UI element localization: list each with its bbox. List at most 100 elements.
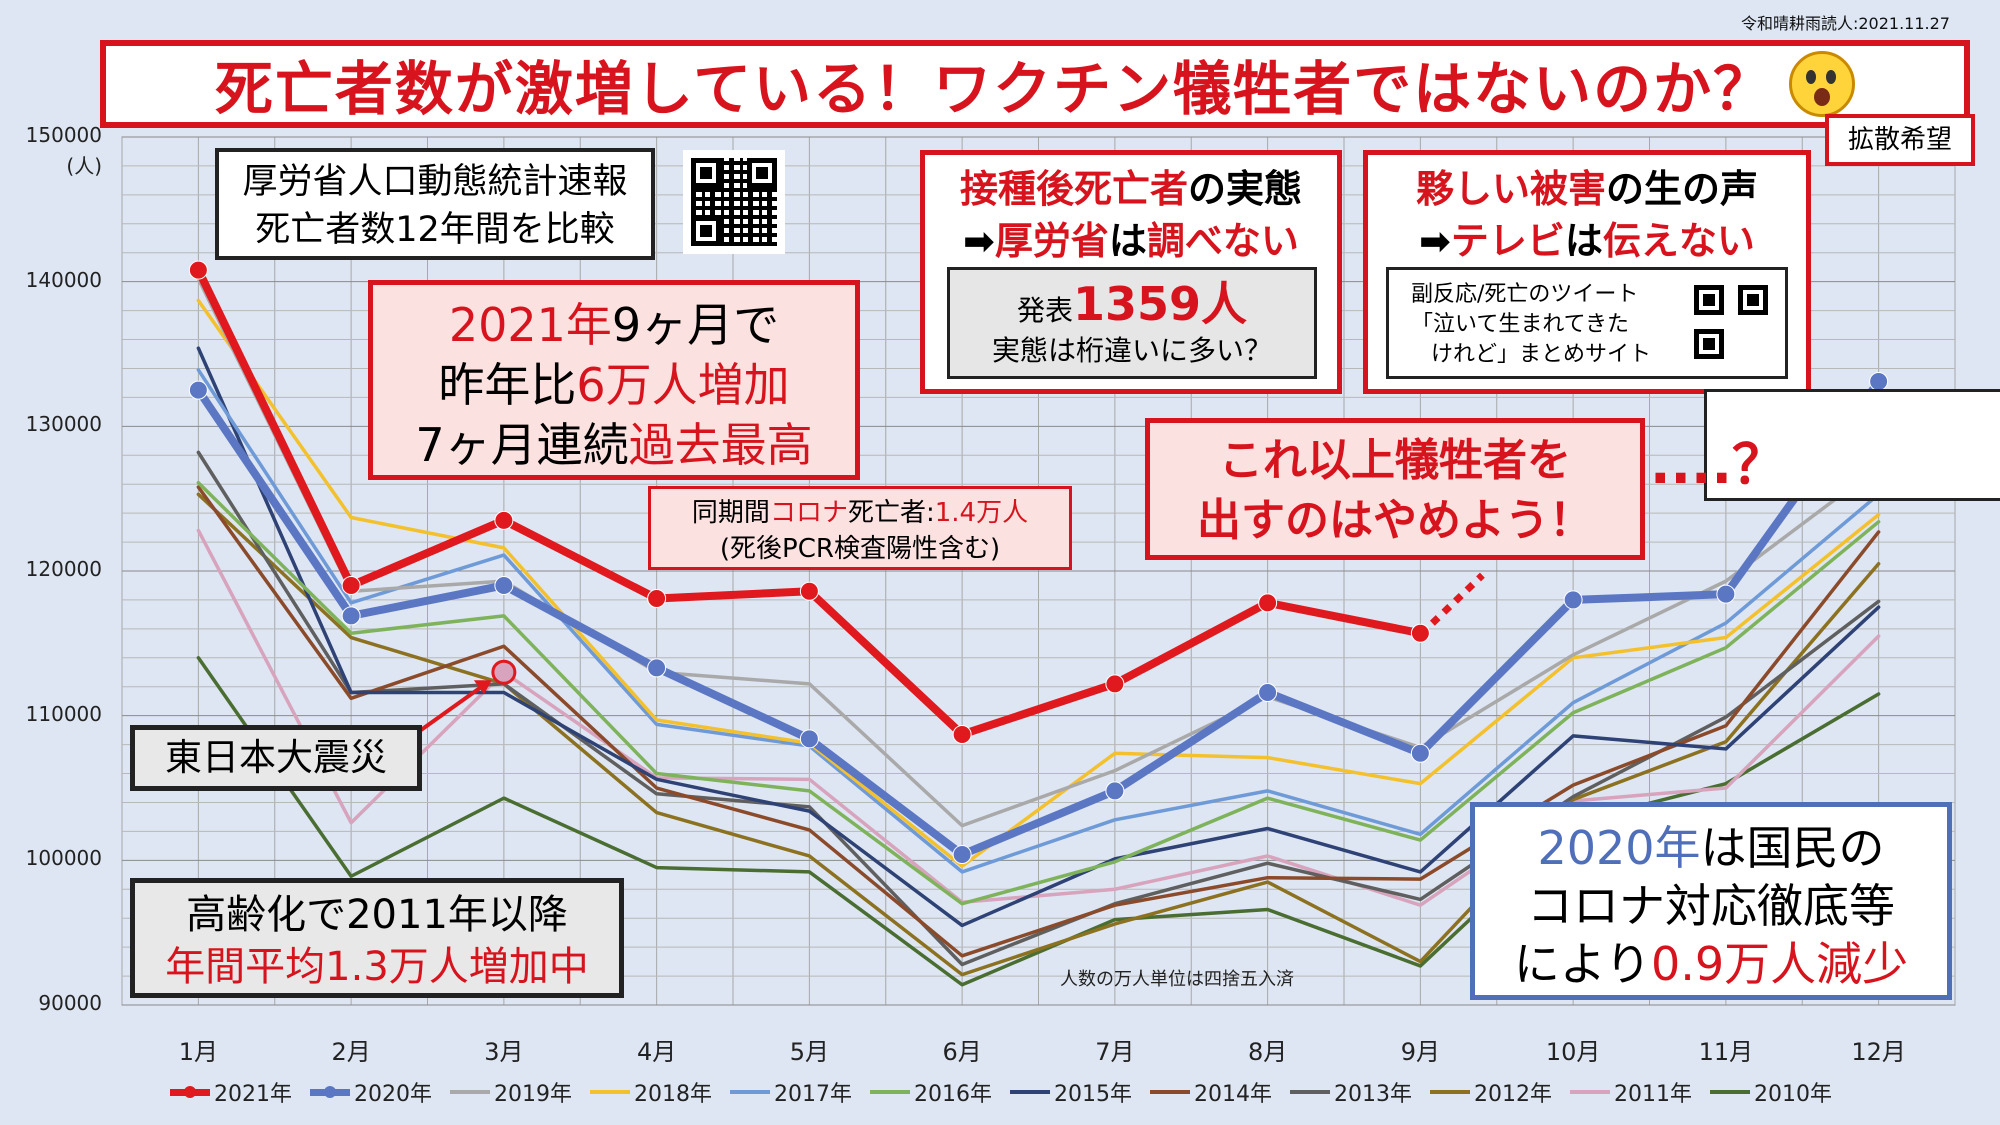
legend-swatch: [870, 1090, 910, 1094]
y2020-l3: により: [1513, 937, 1651, 991]
covid-mid: 死亡者:: [847, 498, 935, 528]
post-vaccine-box: 接種後死亡者の実態 ➡厚労省は調べない 発表1359人 実態は桁違いに多い？: [920, 150, 1342, 394]
arrow-right-icon: ➡: [1419, 219, 1451, 263]
box-2021-summary: 2021年9ヶ月で 昨年比6万人増加 7ヶ月連続過去最高: [368, 280, 860, 480]
post-inner-box: 発表1359人 実態は桁違いに多い？: [947, 267, 1317, 379]
harm-h1-red: 夥しい被害: [1415, 167, 1606, 211]
series-line-2014年: [196, 485, 1881, 958]
legend-item: 2011年: [1570, 1076, 1692, 1108]
post-inner-line2: 実態は桁違いに多い？: [991, 334, 1272, 367]
harm-inner-box: 副反応/死亡のツイート 「泣いて生まれてきた けれど」まとめサイト: [1386, 267, 1788, 379]
qr-code-icon[interactable]: [1686, 277, 2000, 501]
x-tick-label: 3月: [484, 1038, 524, 1066]
series-line-2017年: [196, 368, 1881, 874]
legend-swatch: [170, 1085, 210, 1098]
data-point: [1105, 781, 1125, 801]
series-line-2012年: [196, 492, 1881, 977]
legend-item: 2019年: [450, 1076, 572, 1108]
series-line-2020年: [194, 377, 1883, 859]
harm-h2-red1: テレビ: [1450, 219, 1565, 263]
post-inner-big: 1359人: [1072, 277, 1248, 331]
x-tick-label: 12月: [1851, 1038, 1906, 1066]
y2021-l3-red: 過去最高: [628, 418, 813, 472]
data-point: [341, 606, 361, 626]
legend-label: 2011年: [1614, 1082, 1692, 1107]
series-line-2018年: [196, 298, 1881, 868]
x-tick-label: 9月: [1400, 1038, 1441, 1066]
legend-swatch: [1430, 1090, 1470, 1094]
post-h1: の実態: [1188, 167, 1303, 211]
y2020-l1-blue: 2020年: [1537, 821, 1701, 875]
data-point: [341, 575, 361, 595]
y2021-l3: 7ヶ月連続: [415, 418, 629, 472]
harm-inner3: けれど」まとめサイト: [1431, 342, 1652, 367]
y-tick-label: 150000: [25, 123, 102, 147]
legend-label: 2012年: [1474, 1082, 1552, 1107]
covid-line2: (死後PCR検査陽性含む): [719, 534, 1001, 564]
data-point: [799, 729, 819, 749]
stop-box: これ以上犠牲者を 出すのはやめよう！: [1145, 418, 1645, 560]
earthquake-box: 東日本大震災: [130, 725, 422, 791]
harm-h2-red2: 伝えない: [1602, 219, 1755, 263]
y2021-l1-red: 2021年: [448, 298, 612, 352]
data-point: [188, 380, 208, 400]
x-tick-label: 7月: [1095, 1038, 1135, 1066]
legend-swatch: [1150, 1090, 1190, 1094]
harm-h1: の生の声: [1606, 167, 1759, 211]
x-tick-label: 2月: [331, 1038, 371, 1066]
title-text: 死亡者数が激増している！ワクチン犠牲者ではないのか？: [214, 55, 1774, 123]
x-tick-label: 1月: [178, 1038, 219, 1066]
y-tick-label: 110000: [25, 701, 102, 726]
covid-pre: 同期間: [691, 498, 770, 528]
legend-swatch: [1010, 1090, 1050, 1094]
legend-swatch: [450, 1090, 490, 1094]
legend-swatch: [590, 1090, 630, 1094]
aging-box: 高齢化で2011年以降 年間平均1.3万人増加中: [130, 878, 624, 998]
data-point: [1258, 593, 1278, 613]
legend-item: 2013年: [1290, 1076, 1412, 1108]
y-axis-unit: (人): [66, 154, 102, 178]
post-h2: は: [1108, 219, 1147, 263]
legend-label: 2013年: [1334, 1082, 1412, 1107]
legend-item: 2012年: [1430, 1076, 1552, 1108]
legend-swatch: [310, 1085, 350, 1098]
legend-item: 2010年: [1710, 1076, 1832, 1108]
legend-swatch: [1710, 1090, 1750, 1094]
legend-label: 2019年: [494, 1082, 572, 1107]
y-tick-label: 90000: [38, 991, 102, 1015]
source-box: 厚労省人口動態統計速報 死亡者数12年間を比較: [215, 148, 655, 260]
post-inner-pre: 発表: [1016, 294, 1073, 327]
legend-label: 2010年: [1754, 1082, 1832, 1107]
post-h2-red1: 厚労省: [994, 219, 1109, 263]
legend-label: 2020年: [354, 1082, 432, 1107]
data-point: [799, 581, 819, 601]
qr-code-icon[interactable]: [683, 150, 785, 254]
post-h1-red: 接種後死亡者: [959, 167, 1188, 211]
y2020-l1: は国民の: [1700, 821, 1885, 875]
data-point: [1410, 743, 1430, 763]
legend-label: 2018年: [634, 1082, 712, 1107]
data-point: [647, 658, 667, 678]
data-point: [188, 260, 208, 280]
credit-text: 令和晴耕雨読人:2021.11.27: [1740, 14, 1950, 33]
y2021-l2-red: 6万人増加: [576, 358, 790, 412]
legend-item: 2017年: [730, 1076, 852, 1108]
data-point: [647, 588, 667, 608]
legend-item: 2020年: [310, 1076, 432, 1108]
legend-item: 2016年: [870, 1076, 992, 1108]
x-tick-label: 10月: [1545, 1038, 1601, 1066]
data-point: [952, 724, 972, 744]
box-2020-summary: 2020年は国民の コロナ対応徹底等 により0.9万人減少: [1470, 802, 1952, 1000]
covid-red: コロナ: [769, 498, 848, 528]
post-h2-red2: 調べない: [1146, 219, 1299, 263]
data-point: [494, 575, 514, 595]
legend-swatch: [1570, 1090, 1610, 1094]
legend-swatch: [730, 1090, 770, 1094]
series-line-2011年: [196, 528, 1881, 907]
rounding-note: 人数の万人単位は四捨五入済: [1060, 969, 1294, 990]
harm-voices-box: 夥しい被害の生の声 ➡テレビは伝えない 副反応/死亡のツイート 「泣いて生まれて…: [1363, 150, 2000, 501]
legend-label: 2021年: [214, 1082, 292, 1107]
x-tick-label: 11月: [1698, 1038, 1754, 1066]
legend-label: 2017年: [774, 1082, 852, 1107]
earthquake-marker: [491, 659, 517, 685]
